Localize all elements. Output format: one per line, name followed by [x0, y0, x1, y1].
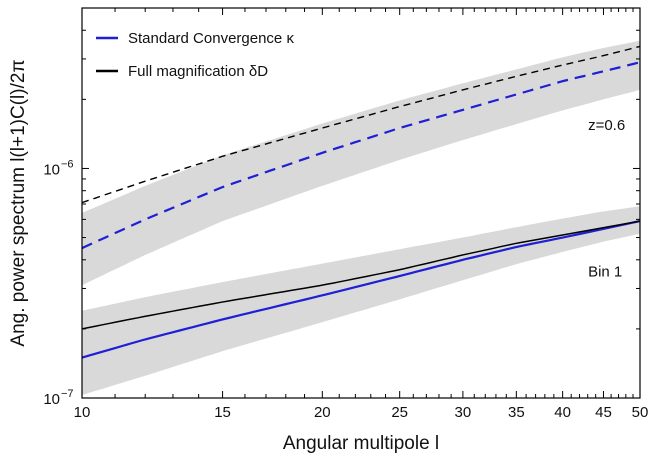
y-tick-label-exponent: −7 — [61, 388, 74, 400]
x-tick-label: 15 — [214, 404, 231, 421]
series-line-2 — [81, 220, 641, 359]
series-line-3 — [81, 220, 641, 330]
legend-label-convergence: Standard Convergence κ — [128, 30, 294, 47]
y-tick-label: 10 — [43, 391, 60, 408]
uncertainty-band-0 — [82, 40, 640, 286]
x-axis-title: Angular multipole l — [283, 433, 439, 454]
x-tick-label: 20 — [314, 404, 331, 421]
series-lines — [81, 45, 641, 359]
plot-frame — [81, 7, 641, 399]
annotation-bin1: Bin 1 — [588, 264, 622, 281]
series-line-0 — [81, 61, 641, 250]
legend-label-full-magnification: Full magnification δD — [128, 63, 268, 80]
x-tick-label: 45 — [595, 404, 612, 421]
y-tick-labels: 10−710−6 — [43, 158, 73, 408]
x-tick-label: 25 — [391, 404, 408, 421]
x-tick-label: 35 — [508, 404, 525, 421]
x-tick-label: 50 — [632, 404, 649, 421]
uncertainty-bands — [82, 40, 640, 396]
annotation-z06: z=0.6 — [588, 117, 625, 134]
x-tick-label: 40 — [554, 404, 571, 421]
y-axis-title: Ang. power spectrum l(l+1)C(l)/2π — [8, 59, 29, 346]
x-tick-labels: 10 15 20 25 30 35 40 45 50 — [74, 404, 649, 421]
series-line-1 — [81, 45, 641, 204]
x-tick-label: 30 — [455, 404, 472, 421]
uncertainty-band-2 — [82, 206, 640, 396]
y-tick-label: 10 — [43, 161, 60, 178]
y-tick-label-exponent: −6 — [61, 158, 74, 170]
legend: Standard Convergence κ Full magnificatio… — [96, 30, 294, 80]
x-tick-label: 10 — [74, 404, 91, 421]
